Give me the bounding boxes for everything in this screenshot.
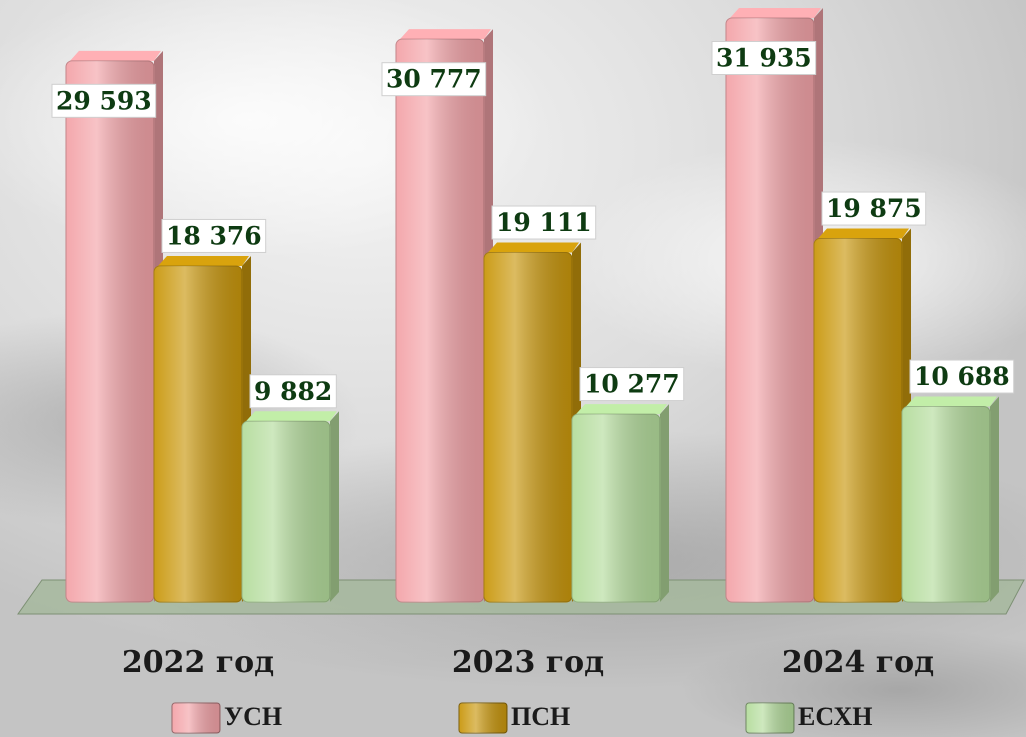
- bar-shine: [66, 60, 154, 603]
- x-tick-label: 2023 год: [452, 645, 604, 680]
- value-label: 10 277: [584, 370, 680, 399]
- value-label-box: [381, 62, 487, 97]
- bar-top: [818, 228, 909, 239]
- x-tick-label: 2024 год: [782, 645, 934, 680]
- legend-label: УСН: [224, 702, 282, 731]
- bar-top: [158, 255, 249, 266]
- value-label: 29 593: [56, 86, 152, 115]
- legend-swatch-shine: [172, 703, 220, 733]
- bar-top: [576, 404, 667, 415]
- legend-swatch-shine: [459, 703, 507, 733]
- bar-top: [400, 29, 491, 40]
- value-label-box: [579, 367, 685, 402]
- bar-shine: [902, 406, 990, 602]
- bar-top: [906, 396, 997, 407]
- bar-top: [488, 242, 579, 253]
- value-label-box: [161, 218, 267, 253]
- value-label: 31 935: [716, 44, 812, 73]
- legend-label: ПСН: [511, 702, 570, 731]
- bar-shine: [154, 265, 242, 602]
- bar-side: [990, 396, 999, 602]
- bar-shine: [572, 414, 660, 602]
- bar-shine: [396, 39, 484, 602]
- value-label: 9 882: [254, 377, 332, 406]
- bar-shine: [242, 421, 330, 602]
- value-label: 18 376: [166, 221, 262, 250]
- value-label: 10 688: [914, 362, 1010, 391]
- bar-shine: [726, 18, 814, 602]
- bar-shine: [484, 252, 572, 603]
- bar-side: [660, 404, 669, 602]
- legend-label: ЕСХН: [798, 702, 872, 731]
- value-label-box: [821, 191, 927, 226]
- bar-side: [330, 411, 339, 602]
- bar-top: [70, 50, 161, 61]
- value-label: 30 777: [386, 65, 482, 94]
- value-label-box: [711, 41, 817, 75]
- bar-top: [246, 411, 337, 422]
- value-label-box: [249, 374, 337, 409]
- plot-area: 29 593 18 376 9 882 2022 год 30 777 19 111 10 …: [51, 8, 1015, 734]
- value-label: 19 875: [826, 194, 922, 223]
- value-label-box: [491, 205, 597, 240]
- legend-swatch-shine: [746, 703, 794, 733]
- bar-shine: [814, 238, 902, 603]
- x-tick-label: 2022 год: [122, 645, 274, 680]
- bar-top: [730, 8, 821, 18]
- value-label-box: [51, 83, 157, 118]
- value-label: 19 111: [496, 208, 592, 237]
- value-label-box: [909, 359, 1015, 394]
